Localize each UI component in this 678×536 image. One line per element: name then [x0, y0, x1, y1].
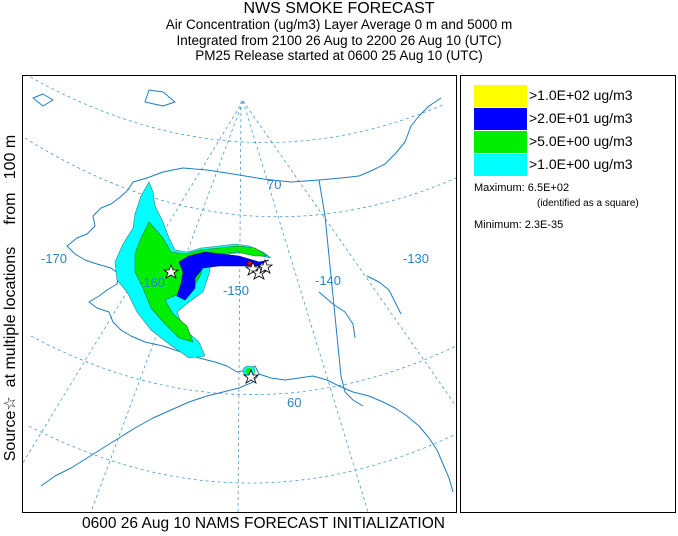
plume-blue-area: [176, 251, 270, 301]
map-panel[interactable]: 70 60 -170 -160 -150 -140 -130: [22, 75, 457, 513]
plume-green-area: [134, 221, 268, 343]
lon-170-label: -170: [41, 251, 67, 266]
lat-70-label: 70: [267, 177, 281, 192]
legend-panel: >1.0E+02 ug/m3 >2.0E+01 ug/m3 >5.0E+00 u…: [460, 75, 676, 513]
source-star: [256, 258, 274, 274]
subtitle-integration: Integrated from 2100 26 Aug to 2200 26 A…: [176, 32, 502, 48]
latitude-lines: [24, 76, 456, 484]
legend-swatch-1: [474, 85, 527, 107]
minimum-value: Minimum: 2.3E-35: [474, 219, 564, 231]
legend-label-4: >1.0E+00 ug/m3: [529, 156, 633, 172]
legend-swatch-4: [474, 154, 527, 176]
legend-swatch-2: [474, 108, 527, 130]
border-lines: [318, 179, 364, 407]
lat-60-label: 60: [287, 395, 301, 410]
maximum-value: Maximum: 6.5E+02: [474, 182, 570, 194]
longitude-lines: [23, 100, 456, 512]
forecast-initialization-footer: 0600 26 Aug 10 NAMS FORECAST INITIALIZAT…: [82, 515, 445, 532]
source-star: [242, 368, 260, 384]
maximum-note: (identified as a square): [537, 198, 639, 209]
legend-label-1: >1.0E+02 ug/m3: [529, 87, 633, 103]
lon-140-label: -140: [315, 273, 341, 288]
graticule-labels: 70 60 -170 -160 -150 -140 -130: [41, 177, 429, 410]
source-stars: [162, 258, 274, 384]
lon-130-label: -130: [403, 251, 429, 266]
maximum-square: [247, 260, 253, 266]
smoke-plume: [114, 181, 272, 377]
chart-header: NWS SMOKE FORECAST Air Concentration (ug…: [0, 0, 678, 64]
forecast-map[interactable]: 70 60 -170 -160 -150 -140 -130: [23, 76, 456, 512]
legend-label-3: >5.0E+00 ug/m3: [529, 133, 633, 149]
source-side-label: Source☆ at multiple locations from 100 m: [2, 134, 19, 462]
subtitle-concentration: Air Concentration (ug/m3) Layer Average …: [165, 17, 513, 32]
source-star: [162, 263, 180, 279]
legend-swatch-3: [474, 131, 527, 153]
coastline: [32, 89, 454, 493]
lon-160-label: -160: [139, 275, 165, 290]
lon-150-label: -150: [223, 283, 249, 298]
page-title: NWS SMOKE FORECAST: [243, 0, 435, 17]
source-star: [250, 264, 268, 280]
legend-label-2: >2.0E+01 ug/m3: [529, 110, 633, 126]
subtitle-release: PM25 Release started at 0600 25 Aug 10 (…: [195, 48, 483, 63]
